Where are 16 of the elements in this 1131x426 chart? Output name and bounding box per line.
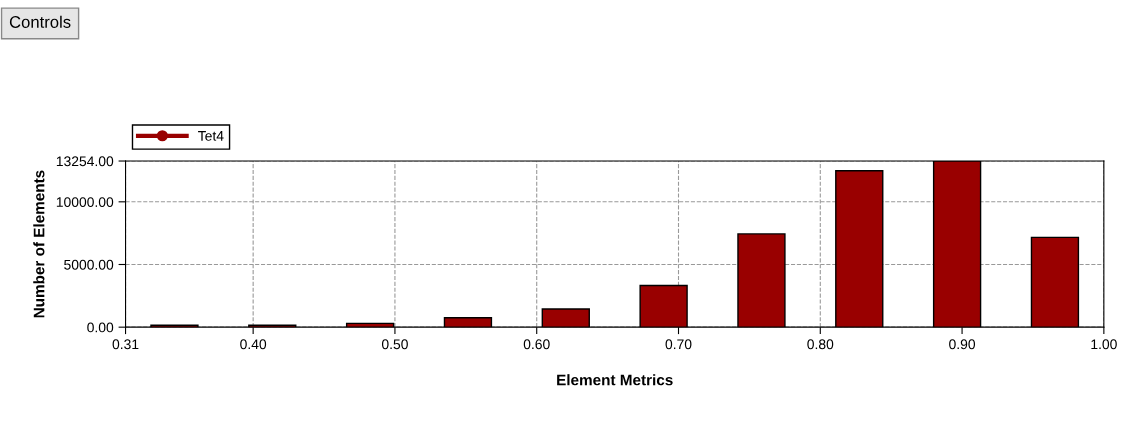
- x-tick-label: 1.00: [1091, 339, 1117, 350]
- legend-label: Tet4: [198, 131, 224, 141]
- x-tick-label: 0.70: [665, 339, 692, 350]
- y-tick-label: 5000.00: [64, 259, 114, 270]
- y-tick-label: 10000.00: [56, 197, 114, 207]
- x-tick-label: 0.40: [240, 339, 267, 350]
- x-tick-label: 0.31: [112, 339, 139, 350]
- x-axis-title: Element Metrics: [557, 374, 673, 386]
- x-tick-label: 0.80: [807, 339, 834, 350]
- y-tick-label: 13254.00: [56, 156, 114, 167]
- y-axis-title: Number of Elements: [33, 170, 45, 318]
- x-tick-label: 0.90: [949, 339, 976, 350]
- x-tick-label: 0.60: [523, 339, 550, 350]
- text: Controls: [9, 15, 71, 28]
- x-tick-label: 0.50: [381, 339, 408, 350]
- y-tick-label: 0.00: [87, 322, 114, 333]
